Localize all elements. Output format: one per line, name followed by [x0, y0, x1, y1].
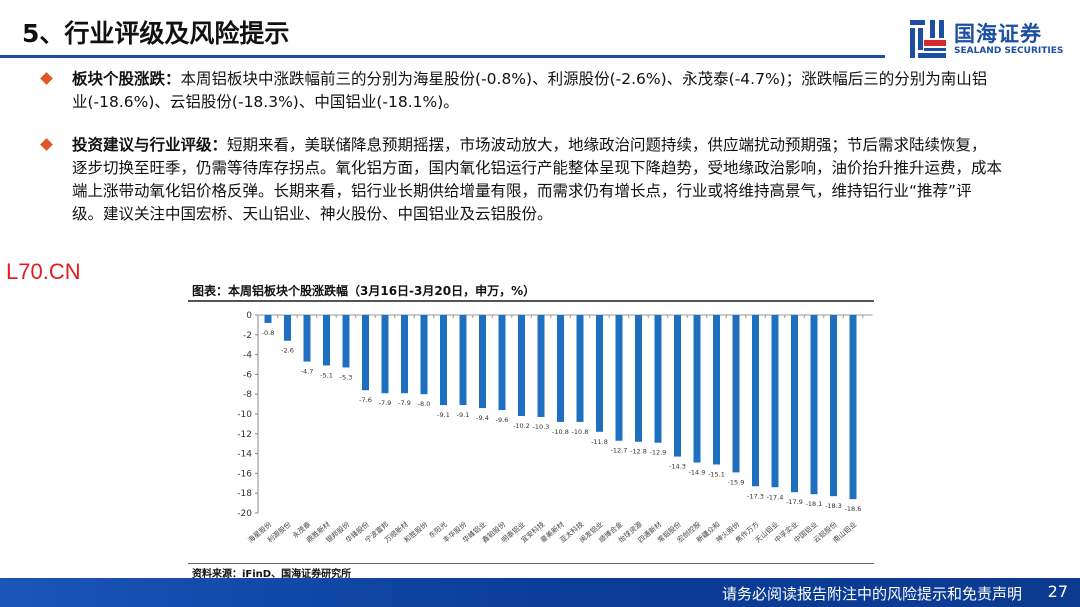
- data-label: -7.9: [379, 399, 392, 407]
- bar: [323, 315, 330, 366]
- bar: [518, 315, 525, 416]
- y-tick-label: -18: [237, 489, 252, 499]
- diamond-bullet-icon: [40, 138, 53, 151]
- data-label: -4.7: [301, 368, 314, 376]
- bar: [635, 315, 642, 442]
- y-tick-label: -4: [243, 351, 252, 361]
- bar: [264, 315, 272, 323]
- data-label: -10.8: [552, 428, 569, 436]
- data-label: -18.3: [825, 502, 842, 510]
- bar: [303, 315, 311, 362]
- data-label: -18.1: [806, 500, 823, 508]
- y-tick-label: 0: [246, 311, 252, 321]
- y-tick-label: -10: [237, 410, 252, 420]
- company-logo: 国海证券 SEALAND SECURITIES: [910, 18, 1070, 62]
- bar: [732, 315, 740, 473]
- bar: [498, 315, 506, 411]
- data-label: -9.1: [457, 411, 470, 419]
- stock-change-chart: 图表：本周铝板块个股涨跌幅（3月16日-3月20日，申万，%） 0 -2 -4 -6 -…: [180, 276, 880, 580]
- data-label: -9.4: [476, 414, 489, 422]
- diamond-bullet-icon: [40, 72, 53, 85]
- data-label: -14.3: [669, 463, 686, 471]
- logo-mark-icon: [910, 20, 946, 58]
- watermark: L70.CN: [6, 259, 81, 284]
- data-label: -2.6: [281, 347, 294, 355]
- logo-text-en: SEALAND SECURITIES: [954, 46, 1064, 56]
- y-tick-label: -14: [237, 450, 252, 460]
- data-label: -10.3: [533, 423, 550, 431]
- data-label: -5.3: [340, 373, 353, 381]
- data-label: -15.1: [708, 470, 725, 478]
- bar: [576, 315, 584, 422]
- data-label: -7.6: [359, 396, 372, 404]
- bar: [381, 315, 389, 394]
- bullet-text: 短期来看，美联储降息预期摇摆，市场波动放大，地缘政治问题持续，供应端扰动预期强；…: [72, 136, 1003, 223]
- bar: [342, 315, 350, 368]
- bar: [479, 315, 486, 409]
- bar: [771, 315, 779, 488]
- footer-bar: 请务必阅读报告附注中的风险提示和免责声明 27: [0, 578, 1080, 607]
- bar: [810, 315, 818, 495]
- bar: [791, 315, 798, 493]
- data-label: -12.8: [630, 448, 647, 456]
- bar: [654, 315, 662, 443]
- bar: [615, 315, 623, 441]
- title-divider: [0, 55, 885, 58]
- footer-disclaimer: 请务必阅读报告附注中的风险提示和免责声明: [721, 585, 1022, 603]
- data-label: -0.8: [262, 329, 275, 337]
- bullet-investment-advice: 投资建议与行业评级：短期来看，美联储降息预期摇摆，市场波动放大，地缘政治问题持续…: [40, 134, 1003, 226]
- y-tick-label: -2: [243, 331, 252, 341]
- bullet-text: 本周铝板块中涨跌幅前三的分别为海星股份(-0.8%)、利源股份(-2.6%)、永…: [72, 70, 988, 111]
- bullet-label: 板块个股涨跌：: [72, 70, 181, 88]
- bar: [362, 315, 369, 391]
- y-tick-label: -16: [237, 469, 252, 479]
- bar-chart-plot: 0-2-4-6-8-10-12-14-16-18-20-0.8海星股份-2.6利…: [237, 311, 873, 545]
- bar: [849, 315, 857, 500]
- data-label: -15.9: [728, 478, 745, 486]
- data-label: -9.6: [496, 416, 509, 424]
- chart-bottom-divider: [188, 563, 874, 564]
- data-label: -17.3: [747, 492, 764, 500]
- data-label: -17.9: [786, 498, 803, 506]
- chart-top-divider: [188, 300, 874, 302]
- bullet-stock-moves: 板块个股涨跌：本周铝板块中涨跌幅前三的分别为海星股份(-0.8%)、利源股份(-…: [40, 68, 1002, 114]
- logo-text-cn: 国海证券: [954, 22, 1042, 46]
- chart-title: 图表：本周铝板块个股涨跌幅（3月16日-3月20日，申万，%）: [192, 284, 536, 298]
- bullet-label: 投资建议与行业评级：: [72, 136, 228, 154]
- data-label: -18.6: [845, 505, 862, 513]
- bar: [420, 315, 428, 395]
- data-label: -10.2: [513, 422, 530, 430]
- bar: [537, 315, 545, 417]
- bar: [596, 315, 603, 432]
- y-tick-label: -12: [237, 430, 252, 440]
- data-label: -9.1: [437, 411, 450, 419]
- page-number: 27: [1047, 582, 1068, 601]
- data-label: -10.8: [572, 428, 589, 436]
- data-label: -11.8: [591, 438, 608, 446]
- bar: [401, 315, 408, 394]
- y-tick-label: -8: [243, 390, 252, 400]
- data-label: -12.7: [611, 447, 628, 455]
- page-title: 5、行业评级及风险提示: [22, 19, 290, 48]
- bar: [713, 315, 720, 465]
- data-label: -12.9: [650, 449, 667, 457]
- bar: [440, 315, 447, 406]
- bar: [830, 315, 837, 497]
- data-label: -17.4: [767, 493, 784, 501]
- y-tick-label: -6: [243, 370, 252, 380]
- bar: [752, 315, 759, 487]
- y-tick-label: -20: [237, 509, 252, 519]
- bar: [674, 315, 681, 457]
- bar: [284, 315, 291, 341]
- data-label: -8.0: [418, 400, 431, 408]
- bar: [693, 315, 701, 463]
- data-label: -7.9: [398, 399, 411, 407]
- bar: [557, 315, 564, 422]
- bar: [459, 315, 467, 406]
- data-label: -14.9: [689, 469, 706, 477]
- chart-source: 资料来源：iFinD、国海证券研究所: [192, 569, 352, 580]
- data-label: -5.1: [320, 371, 333, 379]
